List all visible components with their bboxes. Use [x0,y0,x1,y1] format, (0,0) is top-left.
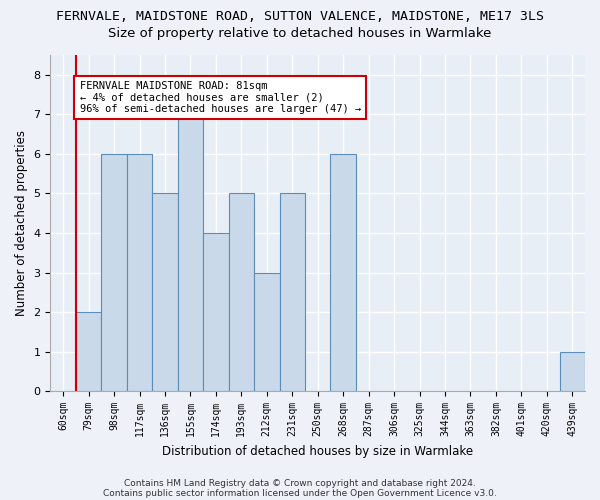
Bar [152,194,178,391]
Text: Size of property relative to detached houses in Warmlake: Size of property relative to detached ho… [109,28,491,40]
Bar [331,154,356,391]
Text: Contains HM Land Registry data © Crown copyright and database right 2024.: Contains HM Land Registry data © Crown c… [124,478,476,488]
Bar [560,352,585,391]
Text: FERNVALE, MAIDSTONE ROAD, SUTTON VALENCE, MAIDSTONE, ME17 3LS: FERNVALE, MAIDSTONE ROAD, SUTTON VALENCE… [56,10,544,23]
Bar [254,272,280,391]
Text: Contains public sector information licensed under the Open Government Licence v3: Contains public sector information licen… [103,488,497,498]
Text: FERNVALE MAIDSTONE ROAD: 81sqm
← 4% of detached houses are smaller (2)
96% of se: FERNVALE MAIDSTONE ROAD: 81sqm ← 4% of d… [80,80,361,114]
Bar [178,114,203,391]
X-axis label: Distribution of detached houses by size in Warmlake: Distribution of detached houses by size … [162,444,473,458]
Bar [101,154,127,391]
Bar [76,312,101,391]
Bar [280,194,305,391]
Y-axis label: Number of detached properties: Number of detached properties [15,130,28,316]
Bar [229,194,254,391]
Bar [127,154,152,391]
Bar [203,233,229,391]
